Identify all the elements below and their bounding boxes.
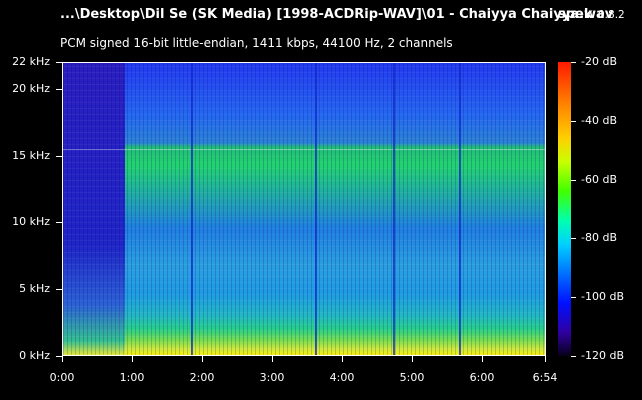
colorbar-tick-label: -60 dB bbox=[581, 173, 617, 186]
y-axis-tick-label: 0 kHz bbox=[19, 349, 50, 362]
colorbar-tick bbox=[571, 180, 576, 181]
x-axis-tick bbox=[482, 356, 483, 362]
title-row: ...\Desktop\Dil Se (SK Media) [1998-ACDR… bbox=[60, 7, 640, 29]
spectrogram-body bbox=[63, 63, 545, 355]
colorbar-tick-label: -80 dB bbox=[581, 231, 617, 244]
x-axis-tick bbox=[132, 356, 133, 362]
x-axis-tick bbox=[412, 356, 413, 362]
spectrogram-intro-section bbox=[63, 63, 125, 355]
x-axis-tick-label: 3:00 bbox=[259, 371, 285, 384]
spectrogram-gap bbox=[191, 63, 193, 355]
spectrogram-line bbox=[63, 149, 545, 150]
colorbar-tick bbox=[571, 121, 576, 122]
y-axis-tick bbox=[56, 289, 62, 290]
x-axis-tick bbox=[545, 356, 546, 362]
colorbar-tick bbox=[571, 62, 576, 63]
colorbar bbox=[558, 62, 571, 356]
app-name: spek bbox=[558, 7, 593, 22]
colorbar-tick-label: -120 dB bbox=[581, 349, 624, 362]
x-axis-tick bbox=[202, 356, 203, 362]
spectrogram-gap bbox=[315, 63, 317, 355]
x-axis-tick-label: 6:54 bbox=[532, 371, 558, 384]
file-path-title: ...\Desktop\Dil Se (SK Media) [1998-ACDR… bbox=[60, 7, 614, 22]
spectrogram-plot[interactable] bbox=[62, 62, 546, 356]
colorbar-tick-label: -40 dB bbox=[581, 114, 617, 127]
colorbar-tick-label: -20 dB bbox=[581, 55, 617, 68]
x-axis-tick bbox=[342, 356, 343, 362]
y-axis-tick bbox=[56, 156, 62, 157]
y-axis-tick bbox=[56, 356, 62, 357]
y-axis-tick bbox=[56, 222, 62, 223]
y-axis-tick-label: 20 kHz bbox=[12, 82, 50, 95]
colorbar-tick bbox=[571, 356, 576, 357]
x-axis-tick-label: 2:00 bbox=[189, 371, 215, 384]
y-axis-tick-label: 15 kHz bbox=[12, 149, 50, 162]
x-axis-tick-label: 0:00 bbox=[49, 371, 75, 384]
spectrogram-gap bbox=[459, 63, 461, 355]
x-axis-tick-label: 4:00 bbox=[329, 371, 355, 384]
app-version: 0.8.2 bbox=[598, 9, 625, 21]
x-axis-tick-label: 6:00 bbox=[469, 371, 495, 384]
spectrogram-gap bbox=[393, 63, 395, 355]
y-axis-tick bbox=[56, 62, 62, 63]
audio-format-info: PCM signed 16-bit little-endian, 1411 kb… bbox=[60, 36, 453, 50]
colorbar-tick bbox=[571, 297, 576, 298]
y-axis-tick-label: 22 kHz bbox=[12, 55, 50, 68]
x-axis-tick bbox=[272, 356, 273, 362]
spectrogram-texture bbox=[63, 63, 545, 355]
y-axis-tick bbox=[56, 89, 62, 90]
x-axis-tick bbox=[62, 356, 63, 362]
x-axis-tick-label: 5:00 bbox=[399, 371, 425, 384]
colorbar-tick-label: -100 dB bbox=[581, 290, 624, 303]
colorbar-tick bbox=[571, 238, 576, 239]
y-axis-tick-label: 5 kHz bbox=[19, 282, 50, 295]
y-axis-tick-label: 10 kHz bbox=[12, 215, 50, 228]
x-axis-tick-label: 1:00 bbox=[119, 371, 145, 384]
